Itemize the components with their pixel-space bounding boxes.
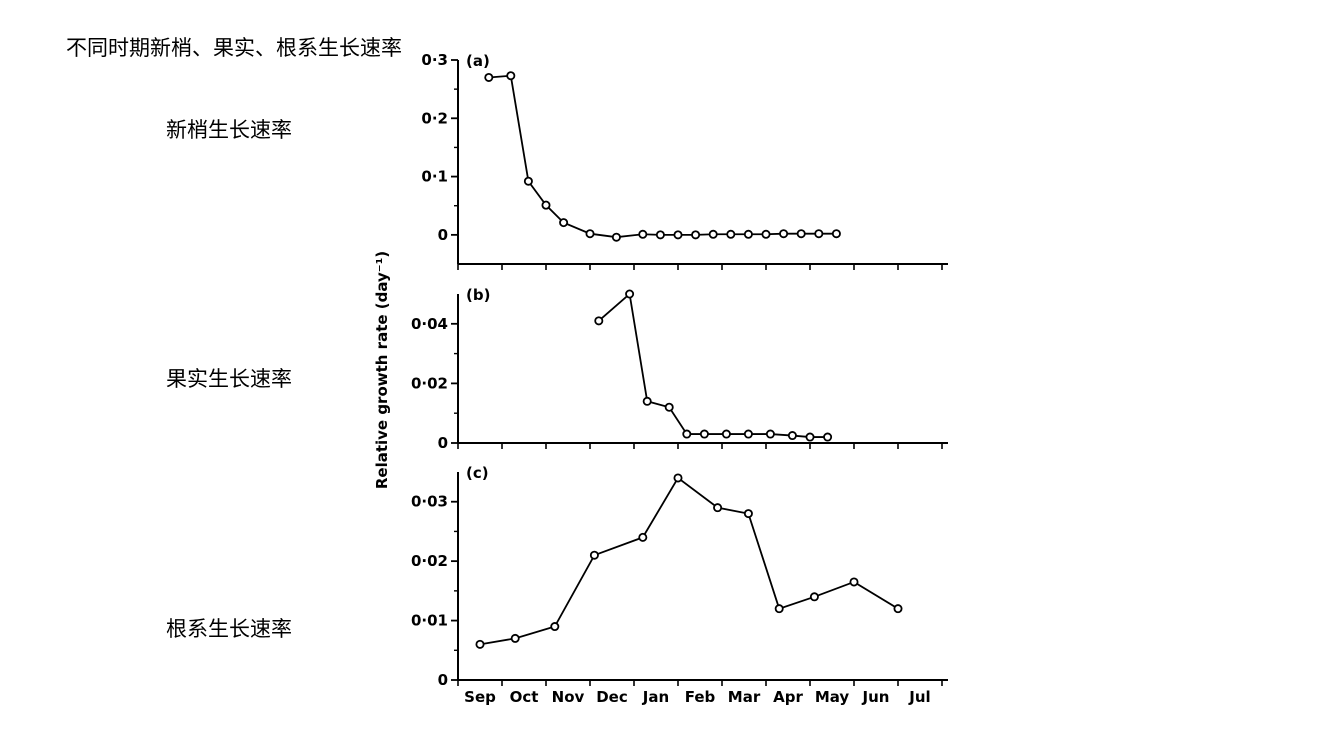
data-point-1-9	[787, 431, 797, 441]
data-point-1-4	[682, 429, 692, 439]
y-tick-label-1-2: 0·04	[411, 315, 448, 333]
y-tick-label-2-1: 0·01	[411, 612, 448, 630]
data-point-0-3	[541, 200, 551, 210]
y-tick-label-2-2: 0·02	[411, 552, 448, 570]
y-tick-label-2-3: 0·03	[411, 493, 448, 511]
series-line-2	[479, 476, 899, 646]
month-label-10: Jul	[908, 688, 930, 706]
month-label-3: Dec	[596, 688, 628, 706]
root-growth-rate-label: 根系生长速率	[166, 617, 292, 641]
data-point-2-9	[809, 592, 819, 602]
data-point-0-2	[523, 176, 533, 186]
data-point-0-16	[796, 229, 806, 239]
data-point-1-5	[699, 429, 709, 439]
page-title: 不同时期新梢、果实、根系生长速率	[66, 36, 402, 60]
data-point-0-13	[743, 229, 753, 239]
data-point-2-2	[550, 622, 560, 632]
data-point-1-11	[823, 432, 833, 442]
data-point-0-0	[484, 72, 494, 82]
month-label-7: Apr	[773, 688, 803, 706]
data-point-2-7	[743, 509, 753, 519]
data-point-2-3	[589, 550, 599, 560]
y-tick-label-0-0: 0	[438, 226, 448, 244]
data-point-2-4	[638, 532, 648, 542]
month-label-5: Feb	[685, 688, 716, 706]
data-point-0-1	[506, 71, 516, 81]
data-point-0-17	[814, 229, 824, 239]
month-label-9: Jun	[862, 688, 890, 706]
y-tick-label-1-1: 0·02	[411, 374, 448, 392]
panel-label-1: (b)	[466, 286, 490, 304]
data-point-1-6	[721, 429, 731, 439]
month-label-6: Mar	[728, 688, 761, 706]
month-label-0: Sep	[464, 688, 496, 706]
month-label-4: Jan	[642, 688, 669, 706]
data-point-1-2	[642, 396, 652, 406]
data-point-0-6	[611, 232, 621, 242]
data-point-0-7	[638, 229, 648, 239]
data-point-2-11	[893, 604, 903, 614]
y-tick-label-2-0: 0	[438, 671, 448, 689]
panel-label-0: (a)	[466, 52, 490, 70]
shoot-growth-rate-label: 新梢生长速率	[166, 118, 292, 142]
data-point-0-11	[708, 229, 718, 239]
data-point-2-1	[510, 633, 520, 643]
data-point-2-6	[713, 503, 723, 513]
data-point-0-12	[726, 229, 736, 239]
month-label-2: Nov	[552, 688, 585, 706]
data-point-2-8	[774, 604, 784, 614]
data-point-0-8	[655, 230, 665, 240]
y-tick-label-0-1: 0·1	[421, 168, 448, 186]
series-line-1	[598, 292, 828, 438]
data-point-1-7	[743, 429, 753, 439]
month-label-8: May	[815, 688, 850, 706]
data-point-2-5	[673, 473, 683, 483]
data-point-0-9	[673, 230, 683, 240]
data-point-0-18	[831, 229, 841, 239]
data-point-1-10	[805, 432, 815, 442]
data-point-2-0	[475, 639, 485, 649]
data-point-1-3	[664, 402, 674, 412]
month-label-1: Oct	[510, 688, 539, 706]
data-point-0-15	[779, 229, 789, 239]
data-point-1-1	[625, 289, 635, 299]
panel-label-2: (c)	[466, 464, 489, 482]
data-point-0-14	[761, 229, 771, 239]
data-point-2-10	[849, 577, 859, 587]
fruit-growth-rate-label: 果实生长速率	[166, 367, 292, 391]
data-point-1-0	[594, 316, 604, 326]
data-point-1-8	[765, 429, 775, 439]
y-tick-label-1-0: 0	[438, 434, 448, 452]
y-tick-label-0-3: 0·3	[421, 51, 448, 69]
y-tick-label-0-2: 0·2	[421, 109, 448, 127]
data-point-0-10	[691, 230, 701, 240]
data-point-0-4	[559, 218, 569, 228]
data-point-0-5	[585, 229, 595, 239]
y-axis-label: Relative growth rate (day⁻¹)	[373, 251, 391, 489]
series-line-0	[488, 74, 837, 239]
